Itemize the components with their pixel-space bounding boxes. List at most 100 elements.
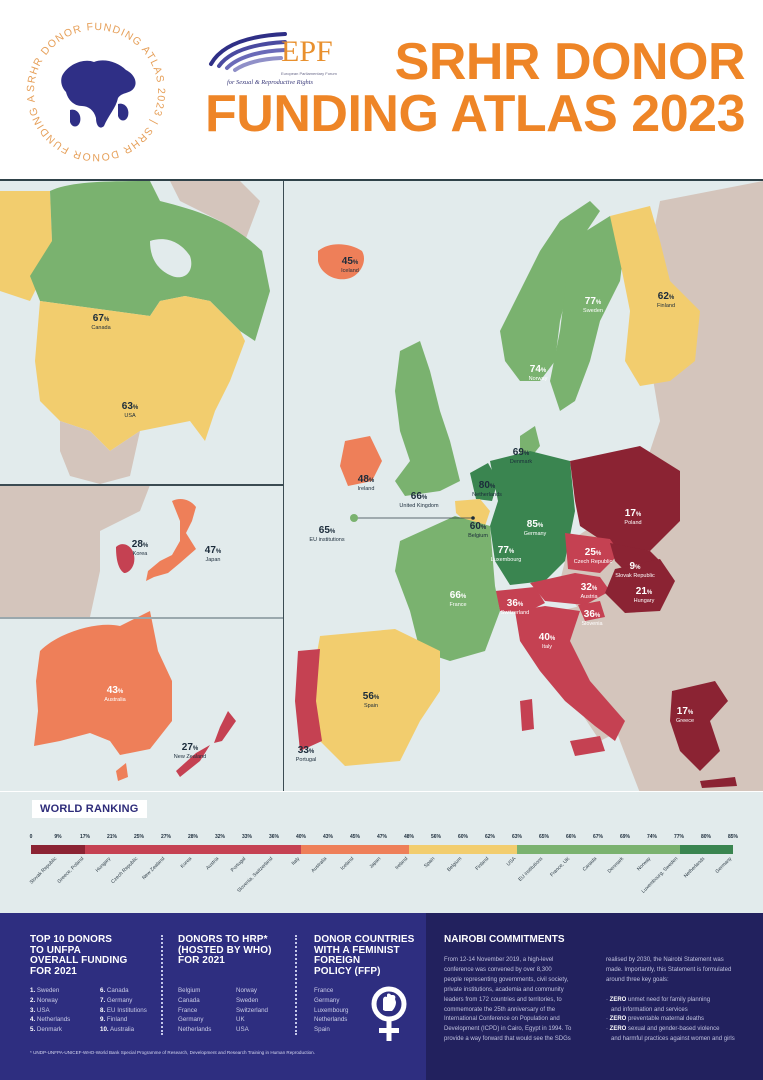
list-item: 8. EU Institutions — [100, 1006, 147, 1014]
rank-tick: 80% — [700, 834, 712, 840]
rank-country: Denmark — [606, 856, 626, 875]
list-item: Luxembourg — [314, 1006, 349, 1014]
label-switzerland: 36% Switzerland — [500, 598, 530, 616]
rank-country: Finland — [474, 856, 491, 872]
label-australia: 43% Australia — [104, 685, 126, 703]
world-ranking: WORLD RANKING 0 9% 17% 21% 25% 27% 28% 32% 33% 36… — [0, 792, 763, 913]
rank-tick: 77% — [673, 834, 685, 840]
label-united-kingdom: 66% United Kingdom — [399, 491, 439, 509]
hrp-heading: DONORS TO HRP* (HOSTED BY WHO) FOR 2021 — [178, 934, 272, 966]
rank-tick: 32% — [214, 834, 226, 840]
rank-country: Hungary — [94, 856, 113, 874]
list-item: France — [314, 987, 334, 994]
rank-tick: 27% — [160, 834, 172, 840]
rank-country: Austria — [204, 856, 221, 872]
east-asia-panel — [0, 485, 196, 617]
rank-tick: 67% — [592, 834, 604, 840]
rank-country: Netherlands — [682, 856, 707, 880]
goal-item: · ZERO unmet need for family planning — [606, 996, 711, 1003]
list-item: 6. Canada — [100, 987, 129, 994]
rank-country: Slovak Republic — [28, 856, 59, 886]
list-item: 5. Denmark — [30, 1026, 63, 1034]
list-item: Netherlands — [314, 1016, 348, 1024]
rank-tick: 47% — [376, 834, 388, 840]
nairobi-text-col2: realised by 2030, the Nairobi Statement … — [606, 956, 756, 1045]
rank-tick: 48% — [403, 834, 415, 840]
label-france: 66% France — [449, 590, 467, 608]
label-iceland: 45% Iceland — [341, 256, 359, 274]
dotted-divider — [161, 935, 163, 1035]
donor-lists-panel: TOP 10 DONORS TO UNFPA OVERALL FUNDING F… — [0, 913, 426, 1080]
list-item: UK — [236, 1016, 245, 1024]
rank-tick: 0 — [29, 834, 33, 840]
list-item: 3. USA — [30, 1006, 50, 1014]
label-poland: 17% Poland — [624, 508, 642, 526]
feminist-fist-icon — [371, 986, 407, 1041]
hrp-list-col2: Norway Sweden Switzerland UK USA — [236, 986, 268, 1035]
label-usa: 63% USA — [121, 401, 139, 419]
rank-tick: 62% — [484, 834, 496, 840]
unfpa-list-col2: 6. Canada 7. Germany 8. EU Institutions … — [100, 986, 147, 1035]
globe-icon — [61, 60, 136, 128]
list-item: Netherlands — [178, 1026, 212, 1034]
list-item: Germany — [178, 1016, 204, 1024]
label-sweden: 77% Sweden — [583, 296, 603, 314]
rank-country: EU institutions — [517, 856, 545, 883]
ffp-heading: DONOR COUNTRIES WITH A FEMINIST FOREIGN … — [314, 934, 415, 977]
list-item: 2. Norway — [30, 996, 58, 1004]
page-title: SRHR DONOR FUNDING ATLAS 2023 — [205, 36, 745, 140]
list-item: 1. Sweden — [30, 987, 60, 994]
label-austria: 32% Austria — [580, 582, 598, 600]
label-finland: 62% Finland — [656, 291, 676, 309]
label-belgium: 60% Belgium — [468, 521, 488, 539]
list-item: Switzerland — [236, 1006, 268, 1014]
rank-country: New Zealand — [141, 856, 167, 882]
rank-country: Iceland — [339, 856, 356, 872]
label-ireland: 48% Ireland — [357, 474, 375, 492]
label-canada: 67% Canada — [91, 313, 111, 331]
label-luxembourg: 77% Luxembourg — [490, 545, 522, 563]
ranking-color-bar — [31, 845, 733, 854]
rank-tick: 56% — [430, 834, 442, 840]
label-norway: 74% Norway — [528, 364, 548, 382]
rank-country: Norway — [636, 856, 653, 873]
world-ranking-title: WORLD RANKING — [32, 800, 147, 818]
title-line-2: FUNDING ATLAS 2023 — [205, 85, 745, 143]
rank-country: Korea — [179, 856, 194, 870]
label-germany: 85% Germany — [523, 519, 547, 537]
rank-country: Germany — [714, 856, 734, 875]
label-denmark: 69% Denmark — [509, 447, 533, 465]
nairobi-text-col1: From 12-14 November 2019, a high-level c… — [444, 957, 572, 1043]
list-item: Spain — [314, 1026, 330, 1034]
rank-tick: 9% — [54, 834, 62, 840]
list-item: Belgium — [178, 987, 201, 994]
goal-item: · ZERO sexual and gender-based violence — [606, 1026, 720, 1033]
nairobi-commitments-panel: NAIROBI COMMITMENTS From 12-14 November … — [426, 913, 763, 1080]
rank-country: Greece, Poland — [56, 856, 86, 885]
rank-tick: 43% — [322, 834, 334, 840]
rank-tick: 21% — [106, 834, 118, 840]
label-greece: 17% Greece — [675, 706, 695, 724]
rank-country: Canada — [581, 856, 599, 873]
band-17-40 — [85, 845, 302, 854]
list-item: 4. Netherlands — [30, 1016, 71, 1024]
epf-logo-text: EPF — [281, 35, 333, 68]
label-korea: 28% Korea — [131, 539, 149, 557]
unfpa-list-col1: 1. Sweden 2. Norway 3. USA 4. Netherland… — [30, 986, 70, 1035]
header: SRHR DONOR FUNDING ATLAS 2023 | SRHR DON… — [0, 0, 763, 179]
footnote: * UNDP-UNFPA-UNICEF-WHO-World Bank Speci… — [30, 1050, 315, 1055]
rank-tick: 33% — [241, 834, 253, 840]
rank-country: Italy — [290, 856, 302, 867]
ranking-country-labels: Slovak Republic Greece, Poland Hungary Czec… — [28, 856, 734, 906]
rank-country: Japan — [368, 856, 383, 870]
list-item: Canada — [178, 996, 200, 1004]
title-line-1: SRHR DONOR — [394, 33, 746, 91]
dotted-divider — [295, 935, 297, 1035]
epf-fullname: European Parliamentary Forum — [281, 71, 337, 76]
band-0-17 — [31, 845, 86, 854]
ffp-list: France Germany Luxembourg Netherlands Sp… — [314, 986, 348, 1035]
nairobi-heading: NAIROBI COMMITMENTS — [444, 934, 565, 945]
label-hungary: 21% Hungary — [633, 586, 655, 604]
rank-country: Australia — [310, 856, 329, 874]
label-italy: 40% Italy — [538, 632, 556, 650]
